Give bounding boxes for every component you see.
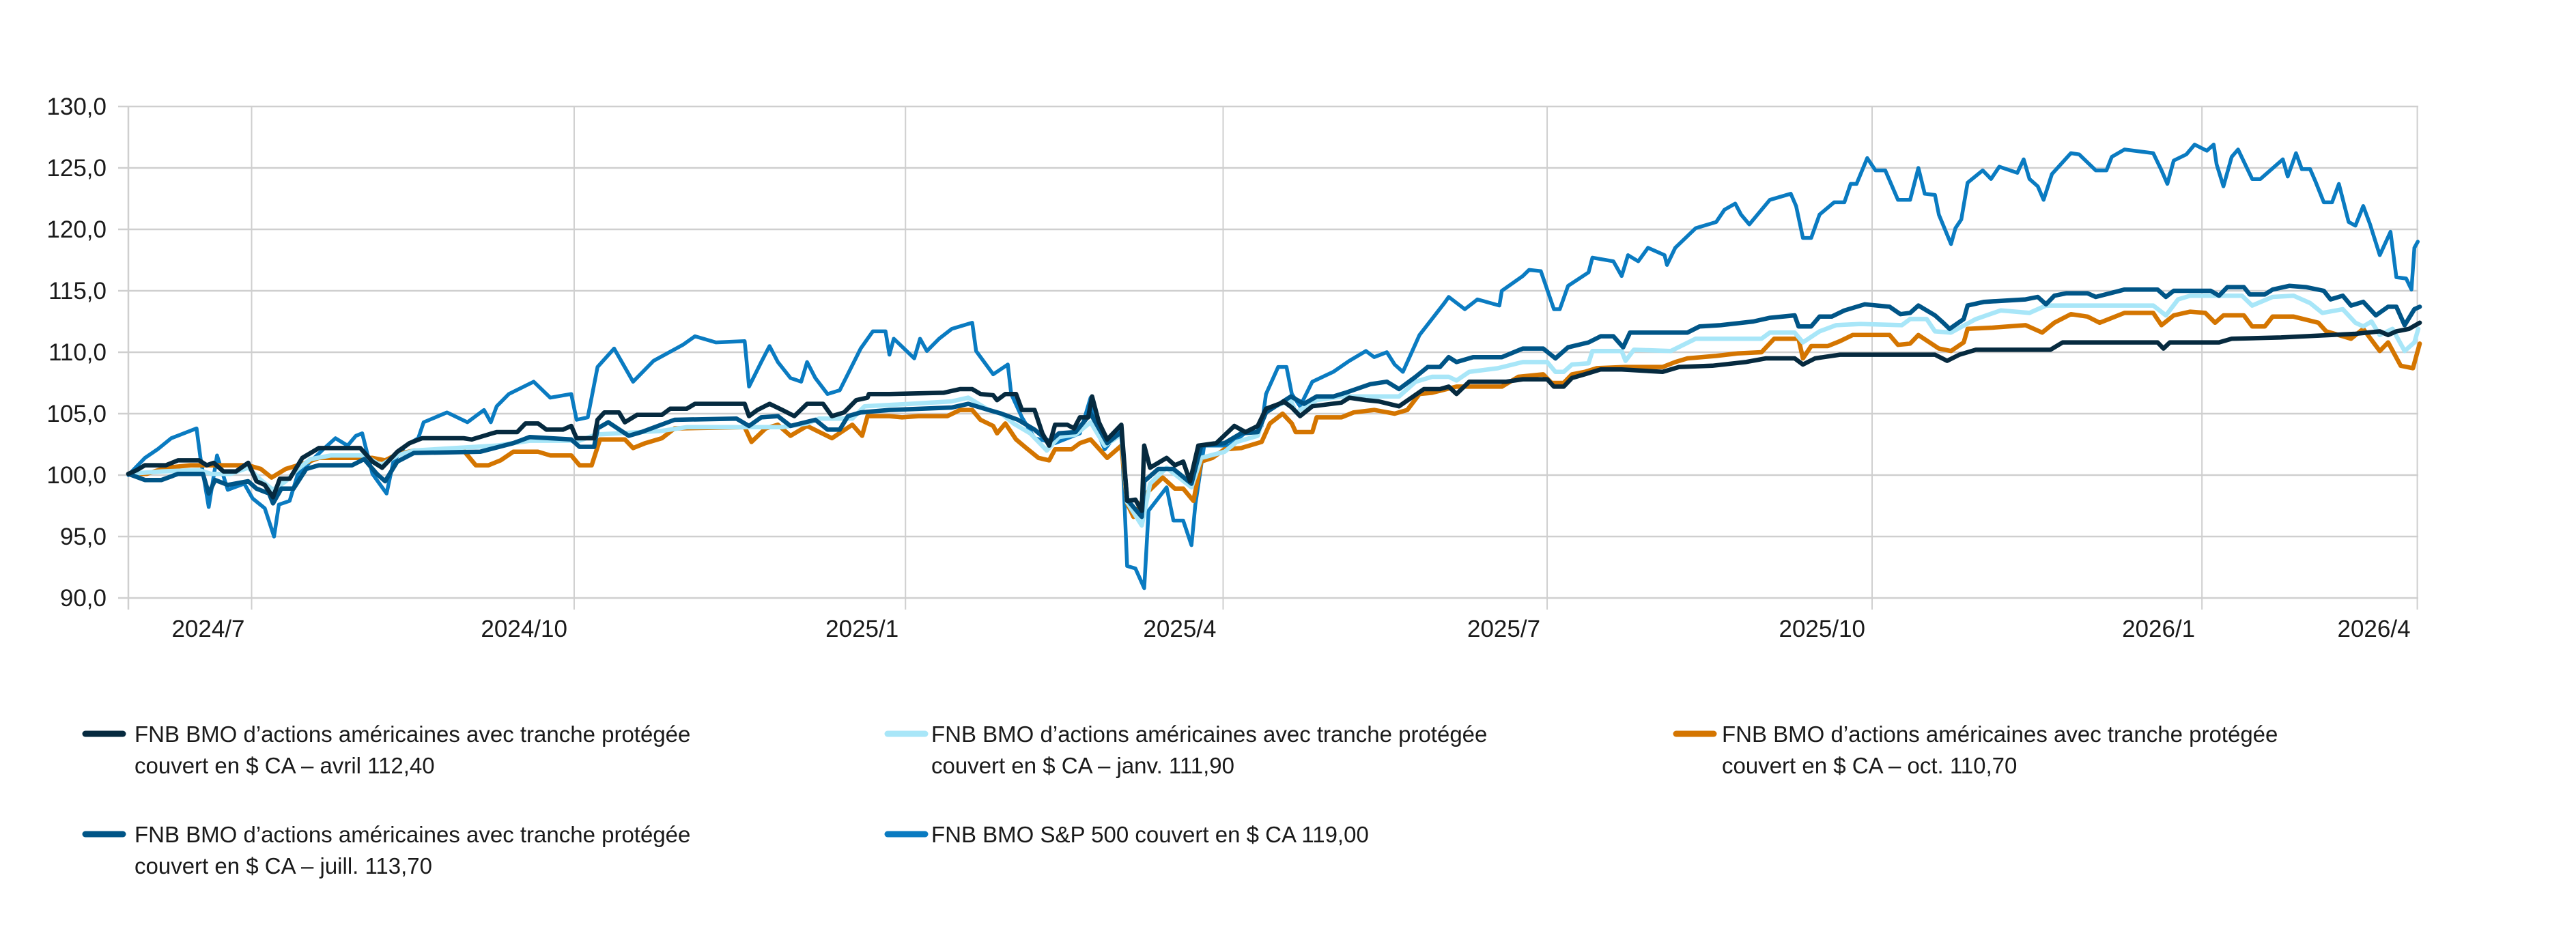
legend-label: FNB BMO d’actions américaines avec tranc…	[1722, 722, 2278, 747]
legend-label: couvert en $ CA – avril 112,40	[135, 753, 435, 778]
series-line-1	[126, 309, 2422, 519]
legend-item: FNB BMO d’actions américaines avec tranc…	[884, 722, 1487, 778]
x-tick-label: 2025/7	[1467, 616, 1540, 642]
y-tick-label: 105,0	[46, 401, 107, 427]
legend-label: couvert en $ CA – oct. 110,70	[1722, 753, 2017, 778]
series-line-3	[126, 283, 2422, 519]
legend-label: FNB BMO d’actions américaines avec tranc…	[931, 722, 1487, 747]
y-tick-label: 90,0	[60, 585, 107, 612]
x-tick-label: 2024/7	[171, 616, 244, 642]
gridlines	[118, 105, 2418, 610]
x-axis: 2024/7 2024/10 2025/1 2025/4 2025/7 2025/10 20…	[171, 616, 2410, 642]
legend-label: FNB BMO d’actions américaines avec tranc…	[135, 822, 690, 847]
y-tick-label: 120,0	[46, 216, 107, 243]
legend-label: FNB BMO S&P 500 couvert en $ CA 119,00	[931, 822, 1369, 847]
x-tick-label: 2025/10	[1779, 616, 1866, 642]
x-tick-label: 2025/1	[825, 616, 898, 642]
x-tick-label: 2026/1	[2122, 616, 2195, 642]
y-tick-label: 95,0	[60, 524, 107, 550]
legend-item: FNB BMO d’actions américaines avec tranc…	[1673, 722, 2278, 778]
x-tick-label: 2026/4	[2338, 616, 2411, 642]
legend-label: FNB BMO d’actions américaines avec tranc…	[135, 722, 690, 747]
x-tick-label: 2025/4	[1143, 616, 1216, 642]
y-axis: 130,0 125,0 120,0 115,0 110,0 105,0 100,0 95,0 9…	[46, 94, 107, 612]
series-line-4	[126, 320, 2422, 513]
y-tick-label: 130,0	[46, 94, 107, 120]
legend-item: FNB BMO d’actions américaines avec tranc…	[82, 722, 690, 778]
series-lines	[126, 143, 2422, 590]
legend-item: FNB BMO S&P 500 couvert en $ CA 119,00	[884, 822, 1369, 847]
legend-label: couvert en $ CA – janv. 111,90	[931, 753, 1234, 778]
series-line-0	[126, 143, 2420, 590]
y-tick-label: 100,0	[46, 462, 107, 489]
legend-item: FNB BMO d’actions américaines avec tranc…	[82, 822, 690, 879]
x-tick-label: 2024/10	[481, 616, 567, 642]
legend: FNB BMO d’actions américaines avec tranc…	[82, 722, 2278, 879]
y-tick-label: 125,0	[46, 155, 107, 182]
legend-label: couvert en $ CA – juill. 113,70	[135, 853, 432, 879]
y-tick-label: 110,0	[48, 339, 107, 366]
series-line-2	[126, 293, 2421, 528]
y-tick-label: 115,0	[48, 278, 107, 304]
